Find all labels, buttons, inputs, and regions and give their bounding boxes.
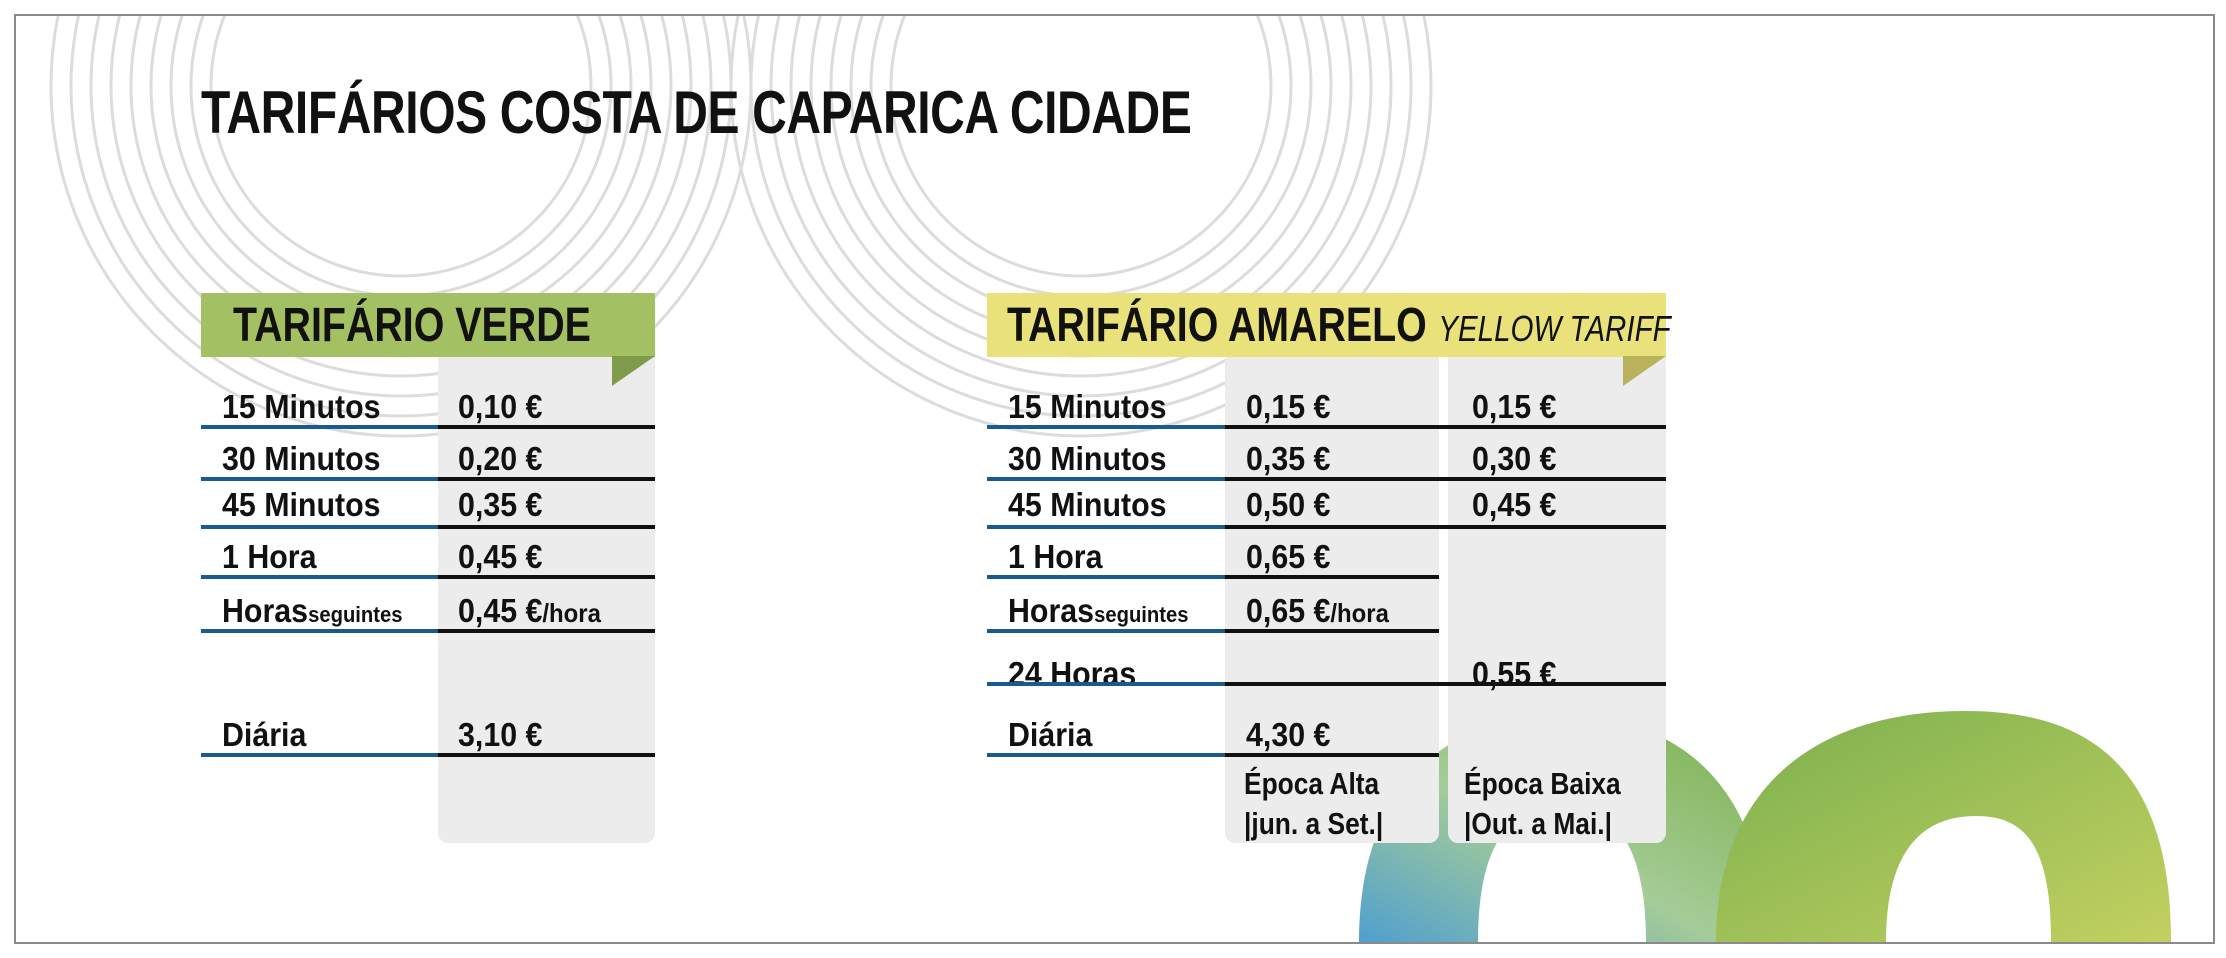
row-value: 0,45 €: [458, 538, 543, 575]
alta-value: 0,15 €: [1246, 388, 1331, 425]
alta-season-note: Época Alta |jun. a Set.|: [1244, 764, 1383, 844]
verde-value-column: [438, 356, 655, 843]
amarelo-header: TARIFÁRIO AMARELO YELLOW TARIFF: [987, 293, 1671, 357]
row-divider: [201, 575, 438, 579]
row-label: 15 Minutos: [1008, 388, 1167, 425]
row-label: 45 Minutos: [222, 486, 381, 523]
row-label: Diária: [1008, 716, 1093, 753]
alta-season-label: Época Alta: [1244, 766, 1380, 801]
row-divider: [987, 575, 1225, 579]
row-divider: [201, 753, 438, 757]
row-divider: [438, 525, 655, 529]
row-divider: [987, 525, 1225, 529]
amarelo-title: TARIFÁRIO AMARELO: [1007, 298, 1427, 352]
header-tail-icon: [612, 356, 655, 386]
row-value: 0,45 €/hora: [458, 592, 601, 630]
tariff-sheet: TARIFÁRIOS COSTA DE CAPARICA CIDADE TARI…: [14, 14, 2215, 944]
row-value-main: 0,65 €: [1246, 592, 1331, 629]
row-value-unit: /hora: [1330, 598, 1389, 628]
row-divider: [987, 477, 1225, 481]
row-value-unit: /hora: [542, 598, 601, 628]
row-label: 30 Minutos: [1008, 440, 1167, 477]
alta-value-column: [1225, 356, 1439, 843]
row-divider: [987, 629, 1225, 633]
row-value: 3,10 €: [458, 716, 543, 753]
logo-arch-right: [1716, 711, 2171, 942]
baixa-season-label: Época Baixa: [1464, 766, 1621, 801]
row-divider: [438, 575, 655, 579]
baixa-value: 0,15 €: [1472, 388, 1557, 425]
row-divider: [987, 753, 1225, 757]
row-label: Horasseguintes: [222, 592, 403, 630]
row-label-small: seguintes: [308, 602, 403, 627]
row-label-main: Horas: [1008, 592, 1095, 629]
row-divider: [438, 477, 655, 481]
amarelo-header-label: TARIFÁRIO AMARELO YELLOW TARIFF: [1007, 298, 1671, 353]
alta-season-months: |jun. a Set.|: [1244, 806, 1384, 841]
alta-value: 0,65 €: [1246, 538, 1331, 575]
row-divider: [438, 629, 655, 633]
row-divider: [987, 682, 1225, 686]
verde-header: TARIFÁRIO VERDE: [201, 293, 655, 357]
alta-value: 0,35 €: [1246, 440, 1331, 477]
row-value-main: 0,45 €: [458, 592, 543, 629]
alta-value: 4,30 €: [1246, 716, 1331, 753]
row-divider: [1225, 477, 1666, 481]
row-label: 15 Minutos: [222, 388, 381, 425]
row-divider: [1225, 425, 1666, 429]
row-label: 1 Hora: [222, 538, 317, 575]
row-value: 0,10 €: [458, 388, 543, 425]
baixa-value: 0,30 €: [1472, 440, 1557, 477]
row-value: 0,20 €: [458, 440, 543, 477]
row-divider: [201, 629, 438, 633]
row-divider: [201, 425, 438, 429]
baixa-value: 0,55 €: [1472, 655, 1557, 692]
row-label: 1 Hora: [1008, 538, 1103, 575]
baixa-season-months: |Out. a Mai.|: [1464, 806, 1612, 841]
baixa-value-column: [1448, 356, 1666, 843]
row-divider: [201, 477, 438, 481]
row-label-main: Horas: [222, 592, 309, 629]
amarelo-subtitle: YELLOW TARIFF: [1438, 307, 1671, 349]
row-label: Horasseguintes: [1008, 592, 1189, 630]
row-label: 24 Horas: [1008, 655, 1137, 692]
row-divider: [1225, 525, 1666, 529]
alta-value: 0,65 €/hora: [1246, 592, 1389, 630]
baixa-value: 0,45 €: [1472, 486, 1557, 523]
row-divider: [1225, 575, 1439, 579]
baixa-season-note: Época Baixa |Out. a Mai.|: [1464, 764, 1621, 844]
row-divider: [438, 425, 655, 429]
row-label: 45 Minutos: [1008, 486, 1167, 523]
row-label-small: seguintes: [1094, 602, 1189, 627]
header-tail-icon: [1623, 356, 1666, 386]
row-label: Diária: [222, 716, 307, 753]
row-label: 30 Minutos: [222, 440, 381, 477]
verde-header-label: TARIFÁRIO VERDE: [233, 298, 591, 352]
row-divider: [438, 753, 655, 757]
row-divider: [201, 525, 438, 529]
alta-value: 0,50 €: [1246, 486, 1331, 523]
row-divider: [987, 425, 1225, 429]
row-divider: [1225, 753, 1439, 757]
page-title: TARIFÁRIOS COSTA DE CAPARICA CIDADE: [201, 79, 1192, 146]
row-divider: [1225, 682, 1666, 686]
row-divider: [1225, 629, 1439, 633]
row-value: 0,35 €: [458, 486, 543, 523]
